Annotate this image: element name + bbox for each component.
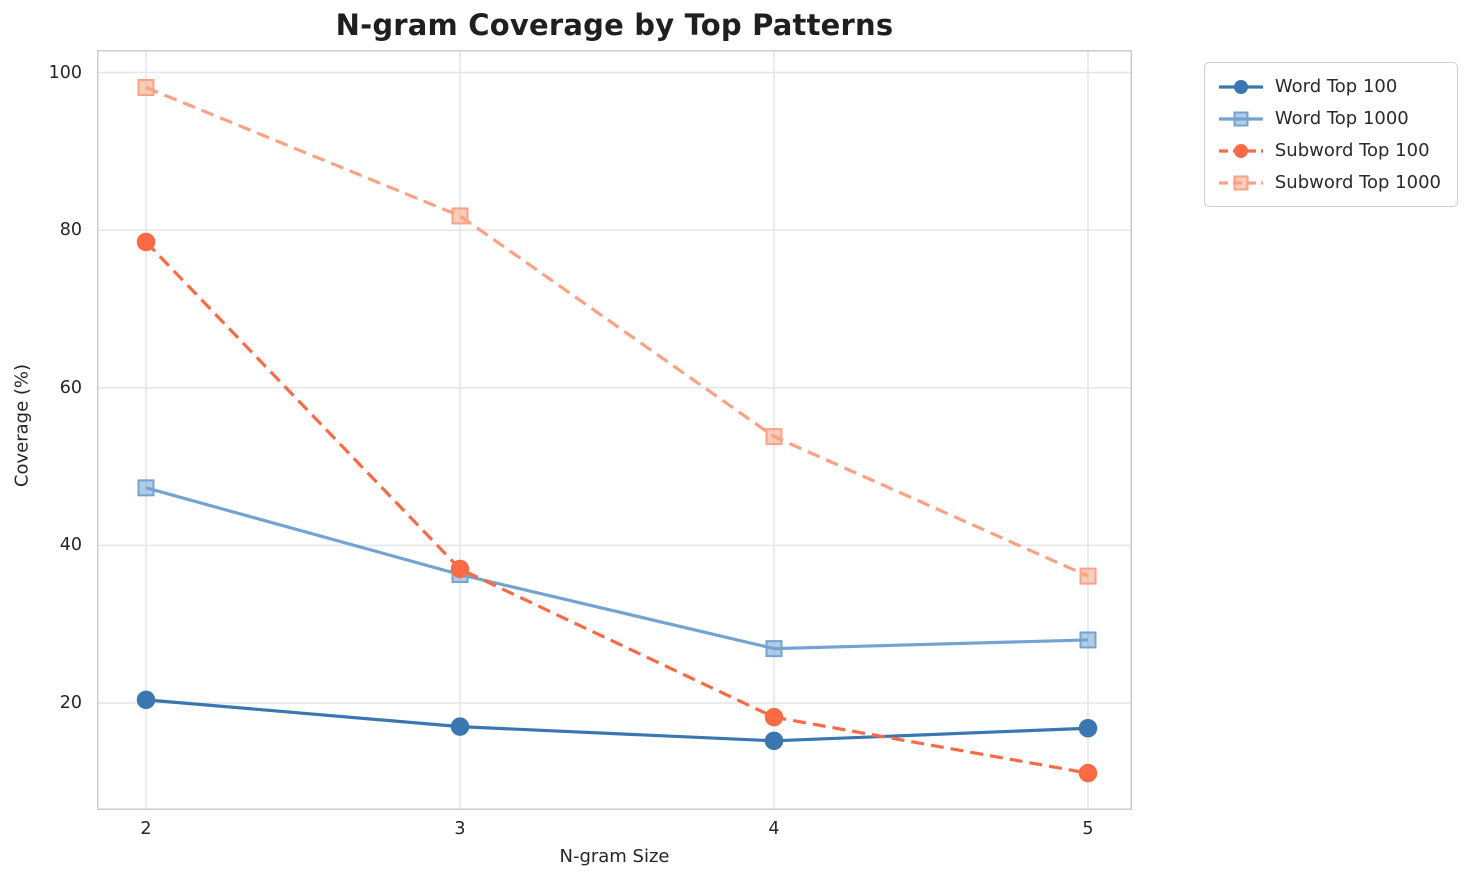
legend-swatch-circle-icon [1218,143,1263,158]
x-tick-label: 5 [1082,819,1094,839]
legend-item-word-top-100: Word Top 100 [1217,73,1441,100]
marker-subword-top-100 [764,707,784,727]
x-tick-label: 3 [454,819,466,839]
marker-word-top-1000 [1079,631,1097,649]
legend-swatch-square-icon [1218,111,1263,126]
marker-word-top-100 [136,690,156,710]
legend-item-subword-top-1000: Subword Top 1000 [1217,169,1441,196]
marker-word-top-100 [450,717,470,736]
series-line-word-top-100 [145,698,1089,743]
y-axis-label: Coverage (%) [11,363,33,488]
y-tick-label: 80 [59,220,82,241]
chart-title: N-gram Coverage by Top Patterns [335,8,894,42]
legend: Word Top 100 Word Top 1000 Subword Top 100… [1203,62,1458,207]
marker-subword-top-1000 [765,428,783,446]
legend-swatch-circle-icon [1218,79,1263,94]
series-line-subword-top-1000 [145,85,1089,578]
marker-subword-top-100 [450,559,470,579]
legend-marker-circle-icon [1233,79,1248,94]
series-line-word-top-1000 [145,486,1089,651]
legend-item-subword-top-100: Subword Top 100 [1217,137,1441,164]
y-tick-label: 20 [59,693,82,713]
series-line-subword-top-100 [144,240,1089,775]
legend-label: Subword Top 1000 [1274,172,1441,193]
legend-item-word-top-1000: Word Top 1000 [1217,105,1441,132]
x-tick-label: 4 [768,819,780,839]
plot-border [97,50,1132,810]
y-tick-label: 40 [59,535,82,556]
x-axis-label: N-gram Size [559,846,670,867]
y-tick-label: 60 [59,377,82,398]
marker-subword-top-1000 [1079,567,1097,585]
marker-word-top-100 [764,731,784,751]
legend-marker-square-icon [1233,175,1249,190]
x-tick-label: 2 [140,819,152,839]
marker-subword-top-100 [1078,763,1098,783]
marker-subword-top-100 [136,232,156,252]
legend-marker-square-icon [1233,111,1249,126]
y-tick-label: 100 [48,62,82,83]
legend-swatch-square-icon [1218,175,1263,190]
marker-word-top-1000 [765,640,783,658]
legend-label: Subword Top 100 [1274,140,1430,161]
marker-word-top-1000 [137,479,155,497]
plot-area [97,50,1132,810]
marker-word-top-100 [1078,718,1098,738]
legend-marker-circle-icon [1233,143,1248,158]
legend-label: Word Top 1000 [1274,108,1409,129]
marker-subword-top-1000 [137,78,155,96]
legend-label: Word Top 100 [1274,76,1398,97]
marker-subword-top-1000 [451,207,469,225]
